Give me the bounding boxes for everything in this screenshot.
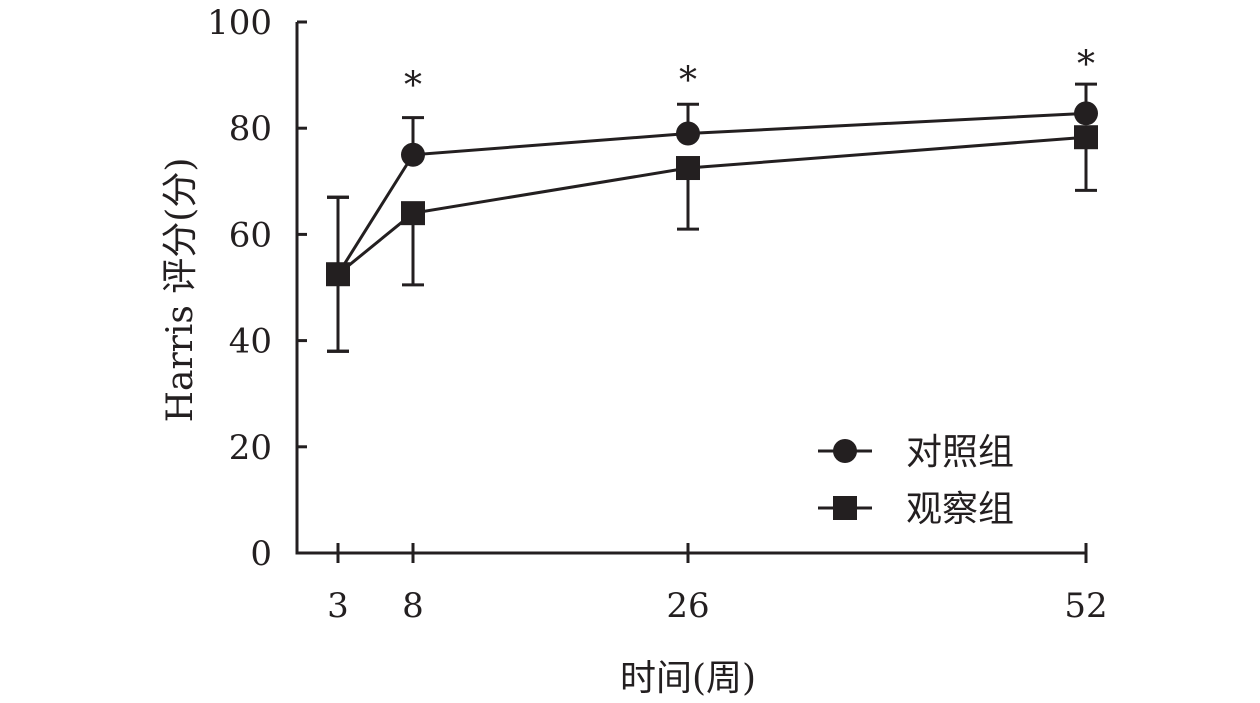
significance-mark: * xyxy=(679,60,697,101)
data-point xyxy=(1074,125,1098,150)
x-axis-ticks: 3 8 26 52 xyxy=(327,543,1108,626)
legend-label: 观察组 xyxy=(906,489,1014,530)
series-control xyxy=(326,82,1098,353)
legend-marker xyxy=(833,496,857,520)
y-tick-label-60: 60 xyxy=(229,215,272,255)
x-tick-label-26: 26 xyxy=(666,586,709,626)
data-point xyxy=(1074,101,1098,126)
y-axis-title: Harris 评分(分) xyxy=(160,158,201,423)
series-line xyxy=(336,111,1087,276)
y-tick-label-40: 40 xyxy=(229,322,272,362)
x-tick-label-3: 3 xyxy=(327,586,349,626)
significance-marks: * * * xyxy=(404,44,1095,106)
significance-mark: * xyxy=(404,66,422,107)
data-point xyxy=(401,201,425,226)
y-tick-label-0: 0 xyxy=(250,534,272,574)
series-observation xyxy=(326,125,1098,353)
legend-label: 对照组 xyxy=(906,432,1014,473)
data-point xyxy=(326,262,350,287)
legend-item-control: 对照组 xyxy=(818,432,1014,473)
x-tick-label-8: 8 xyxy=(402,586,424,626)
data-point xyxy=(676,156,700,181)
series-line xyxy=(337,135,1087,276)
significance-mark: * xyxy=(1077,44,1095,85)
y-tick-label-100: 100 xyxy=(207,3,272,43)
axes xyxy=(295,22,1088,555)
x-tick-label-52: 52 xyxy=(1064,586,1107,626)
series-layer xyxy=(326,82,1098,353)
legend-marker xyxy=(833,439,857,463)
y-tick-label-20: 20 xyxy=(229,428,272,468)
y-tick-label-80: 80 xyxy=(229,109,272,149)
y-axis-ticks: 0 20 40 60 80 100 xyxy=(207,3,307,574)
data-point xyxy=(401,142,425,167)
data-point xyxy=(676,121,700,146)
x-axis-title: 时间(周) xyxy=(620,658,756,699)
legend-item-observation: 观察组 xyxy=(818,489,1014,530)
